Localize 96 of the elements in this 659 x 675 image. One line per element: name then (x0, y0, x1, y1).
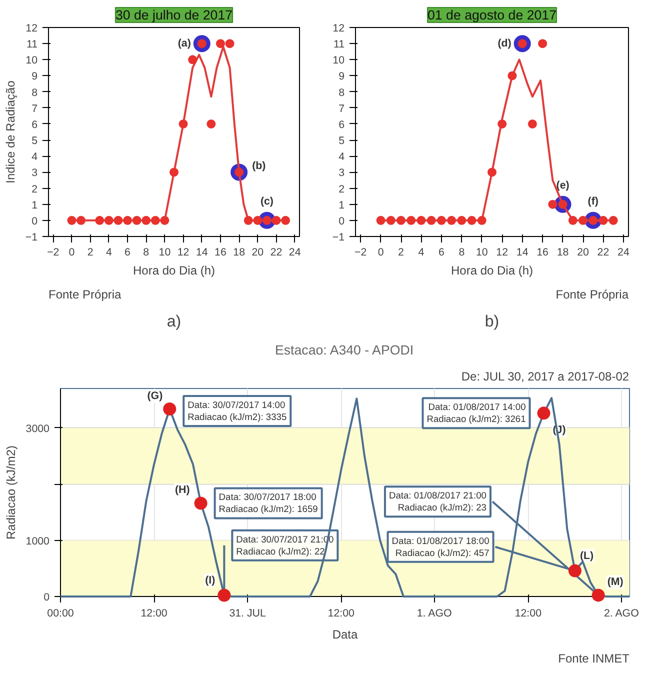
y-tick-label: 9 (32, 70, 38, 83)
x-tick-label: 2. AGO (604, 608, 639, 620)
y-tick-label: 4 (32, 151, 38, 164)
x-tick-label: 20 (252, 246, 264, 258)
x-tick-label: 12 (177, 246, 190, 258)
annotation: (b) (252, 160, 266, 172)
y-tick-label: 4 (338, 151, 345, 164)
y-tick-label: 3000 (26, 422, 50, 435)
source-note: Fonte Própria (556, 288, 629, 302)
annotation: (G) (147, 390, 164, 402)
x-tick-label: 6 (124, 246, 131, 258)
annotation: Data: 01/08/2017 18:00 Radiacao (kJ/m2): 457 (392, 536, 490, 558)
x-tick-label: 4 (106, 246, 112, 258)
x-tick-label: 20 (577, 246, 589, 258)
annotation: (H) (175, 484, 190, 496)
x-tick-label: 16 (536, 246, 549, 258)
x-tick-label: 24 (288, 246, 301, 258)
source-note: Fonte INMET (558, 652, 630, 666)
y-tick-label: 7 (338, 102, 345, 115)
x-tick-label: −2 (47, 246, 60, 258)
y-tick-label: 1000 (26, 535, 50, 548)
annotation: Data: 30/07/2017 18:00 Radiacao (kJ/m2): 1659 (218, 492, 318, 514)
chart-title: 30 de julho de 2017 (115, 8, 233, 22)
x-tick-label: 8 (143, 246, 150, 258)
annotation: (d) (498, 38, 512, 50)
y-tick-label: 3 (32, 167, 38, 180)
y-tick-label: 8 (32, 86, 38, 99)
x-tick-label: 6 (438, 246, 444, 258)
x-tick-label: 16 (214, 246, 226, 258)
y-axis-title: Indice de Radiação (3, 80, 18, 184)
y-tick-label: 10 (332, 54, 345, 67)
x-tick-label: 12:00 (140, 608, 168, 620)
x-axis-title: Hora do Dia (h) (132, 264, 216, 278)
x-tick-label: 10 (476, 246, 488, 258)
source-note: Fonte Própria (48, 288, 122, 302)
annotation: (e) (556, 179, 570, 192)
x-tick-label: 4 (418, 246, 424, 258)
x-tick-label: 1. AGO (416, 608, 452, 620)
x-tick-label: −2 (354, 246, 367, 258)
y-tick-label: 1 (32, 199, 38, 212)
annotation: Data: 30/07/2017 14:00 Radiacao (kJ/m2): 3335 (188, 400, 287, 422)
y-axis-title: Radiacao (kJ/m2) (4, 445, 18, 540)
annotation: Data: 01/08/2017 14:00 Radiacao (kJ/m2): 3261 (426, 402, 526, 424)
y-tick-label: 5 (338, 135, 345, 148)
y-tick-label: 10 (26, 54, 38, 67)
y-tick-label: 0 (44, 592, 50, 604)
y-tick-label: 3 (338, 167, 345, 180)
x-tick-label: 2 (398, 246, 404, 258)
chart-title: Estacao: A340 - APODI (274, 342, 414, 358)
y-tick-label: 11 (26, 38, 38, 51)
x-tick-label: 31. JUL (229, 608, 266, 620)
x-tick-label: 22 (270, 246, 282, 258)
y-tick-label: −1 (332, 232, 345, 244)
y-tick-label: 9 (338, 70, 345, 83)
y-tick-label: 0 (338, 215, 345, 228)
annotation: (I) (205, 574, 216, 586)
x-tick-label: 0 (378, 246, 384, 258)
y-tick-label: 2 (32, 183, 38, 196)
x-tick-label: 12 (496, 246, 508, 258)
x-tick-label: 2 (87, 246, 94, 258)
x-tick-label: 12:00 (328, 608, 355, 620)
annotation: (M) (607, 576, 624, 588)
y-tick-label: 6 (338, 118, 345, 131)
x-axis-title: Data (332, 628, 358, 642)
annotation: (L) (580, 550, 594, 562)
x-tick-label: 00:00 (47, 608, 74, 620)
x-tick-label: 12:00 (514, 608, 542, 620)
annotation: (f) (588, 195, 599, 208)
text: b) (484, 314, 500, 330)
text: a) (166, 314, 182, 330)
chart-title: 01 de agosto de 2017 (428, 8, 556, 22)
y-tick-label: 1 (338, 199, 345, 212)
y-tick-label: 6 (32, 118, 38, 131)
x-tick-label: 10 (158, 246, 171, 258)
y-tick-label: 7 (32, 102, 38, 115)
x-axis-title: Hora do Dia (h) (450, 264, 534, 278)
x-tick-label: 18 (233, 246, 246, 258)
x-tick-label: 18 (556, 246, 569, 258)
annotation: (c) (260, 195, 274, 208)
y-tick-label: 12 (26, 22, 38, 34)
y-tick-label: 11 (333, 38, 345, 51)
y-tick-label: 2 (338, 183, 345, 196)
annotation: (a) (178, 38, 192, 50)
annotation: Data: 01/08/2017 21:00 Radiacao (kJ/m2): 23 (388, 490, 486, 513)
text: De: JUL 30, 2017 a 2017-08-02 (461, 370, 630, 384)
x-tick-label: 0 (68, 246, 75, 258)
y-tick-label: 12 (332, 22, 345, 34)
y-tick-label: 0 (32, 215, 38, 228)
y-tick-label: 5 (32, 135, 38, 148)
x-tick-label: 22 (597, 246, 610, 258)
x-tick-label: 14 (516, 246, 528, 258)
y-tick-label: −1 (25, 232, 38, 244)
x-tick-label: 14 (196, 246, 208, 258)
x-tick-label: 24 (618, 246, 630, 258)
x-tick-label: 8 (458, 246, 465, 258)
y-tick-label: 8 (338, 86, 345, 99)
